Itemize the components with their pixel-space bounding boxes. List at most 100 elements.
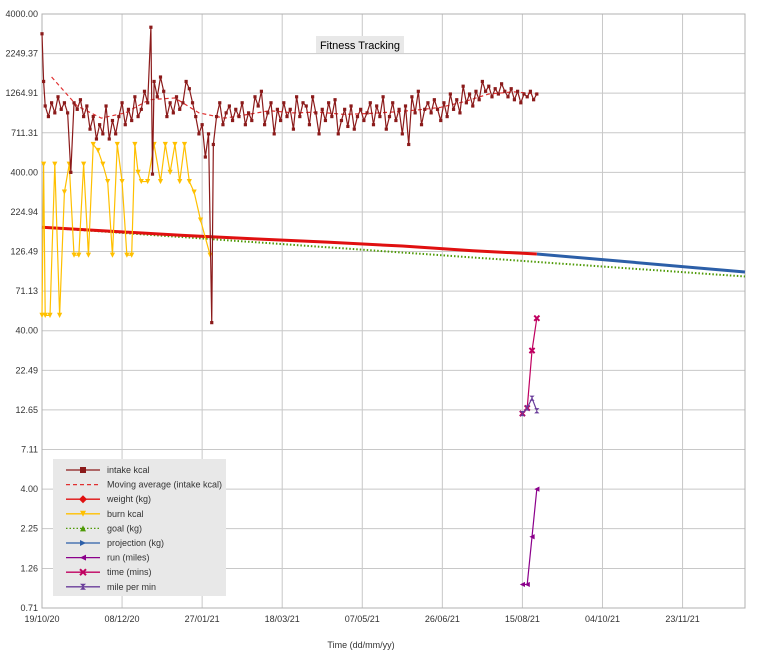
data-point [506,95,510,99]
data-point [81,161,87,167]
data-point [387,114,392,119]
data-point [75,107,79,111]
data-point [391,101,395,105]
data-point [524,581,530,588]
data-point [129,252,135,258]
data-point [525,95,529,99]
data-point [259,89,263,93]
data-point [298,114,302,119]
series-line [41,225,537,256]
data-point [197,132,201,136]
data-point [110,118,115,123]
data-point [336,132,340,136]
data-point [471,104,475,108]
data-point [519,581,526,588]
x-tick-label: 15/08/21 [505,614,540,624]
data-point [423,107,427,111]
y-tick-label: 1.26 [20,564,38,574]
y-tick-label: 4000.00 [5,9,38,19]
data-point [288,107,292,111]
data-point [157,178,164,185]
data-point [165,114,169,119]
data-point [359,107,363,111]
data-point [442,101,446,105]
series-weight-kg [41,225,537,256]
data-point [416,89,420,93]
data-point [496,92,500,96]
series-layer [39,25,746,588]
data-point [194,114,198,119]
data-point [162,141,168,148]
data-point [227,104,231,108]
data-point [394,118,398,123]
data-point [243,123,247,127]
data-point [269,101,273,105]
data-point [365,111,369,115]
data-point [262,123,267,127]
data-point [139,107,143,111]
series-run-miles [519,486,540,588]
data-point [53,111,57,115]
data-point [397,107,401,111]
data-point [214,114,219,119]
data-point [477,98,481,102]
data-point [146,101,150,105]
data-point [487,84,491,88]
data-point [493,87,497,91]
data-point [107,137,111,141]
data-point [490,95,494,99]
data-point [522,92,526,96]
data-point [136,114,140,119]
data-point [435,107,440,111]
data-point [272,132,276,136]
data-point [445,114,449,119]
data-point [533,314,541,322]
data-point [458,111,462,115]
data-point [339,118,344,123]
data-point [172,141,178,148]
data-point [256,104,260,108]
data-point [519,101,523,105]
data-point [98,123,102,127]
data-point [155,95,159,99]
x-tick-label: 04/10/21 [585,614,620,624]
data-point [69,170,73,174]
data-point [85,104,89,108]
data-point [499,82,504,86]
data-point [250,118,254,123]
x-tick-label: 08/12/20 [105,614,140,624]
data-point [133,95,137,99]
data-point [275,107,280,111]
y-tick-label: 2249.37 [5,49,38,59]
legend-marker [80,540,86,546]
y-tick-label: 7.11 [21,445,38,455]
data-point [516,89,520,93]
series-line [536,252,746,274]
x-tick-label: 19/10/20 [24,614,59,624]
series-mile-per-min [519,395,540,417]
data-point [301,101,305,105]
y-tick-label: 711.31 [11,128,38,138]
data-point [78,98,83,102]
data-point [333,98,337,102]
data-point [253,95,257,99]
data-point [187,87,191,91]
data-point [407,142,411,147]
data-point [384,127,388,131]
legend-marker [80,525,86,532]
y-tick-label: 126.49 [10,247,38,257]
data-point [330,114,334,119]
data-point [210,321,214,325]
legend-label: mile per min [107,582,156,592]
data-point [46,114,51,119]
data-point [311,95,315,99]
series-line [41,26,538,324]
data-point [72,101,76,105]
data-point [76,252,82,258]
data-point [162,89,166,93]
data-point [512,98,517,102]
data-point [200,123,204,127]
data-point [62,101,67,105]
data-point [295,95,299,99]
data-point [410,95,414,99]
